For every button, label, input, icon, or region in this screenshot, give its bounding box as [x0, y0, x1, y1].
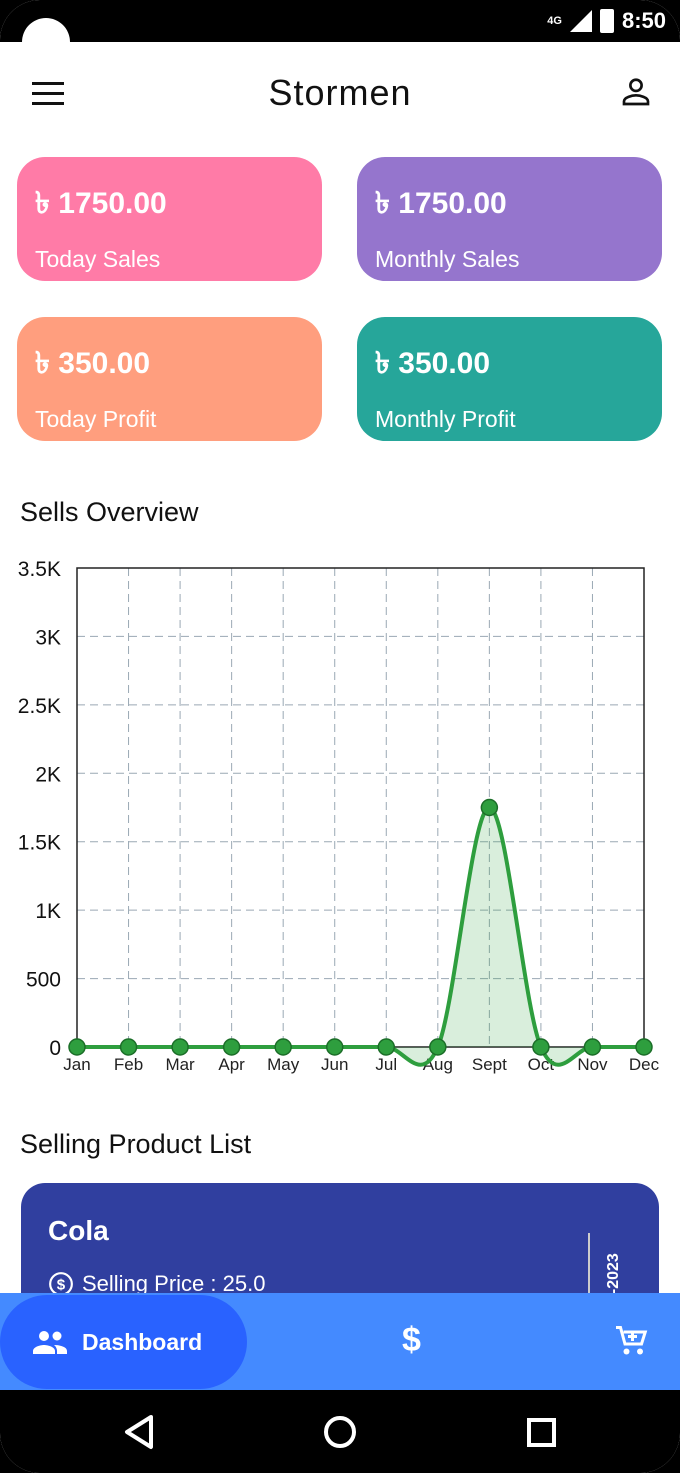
nav-dashboard-label: Dashboard [82, 1328, 203, 1355]
data-point [429, 1038, 447, 1056]
system-nav [0, 1390, 680, 1473]
back-button[interactable] [125, 1415, 153, 1449]
product-date: 9-2023 [605, 1253, 622, 1303]
x-tick-label: Jul [375, 1055, 397, 1074]
y-tick-label: 2.5K [18, 695, 61, 718]
card-label: Monthly Sales [375, 246, 520, 272]
sells-overview-heading: Sells Overview [20, 497, 199, 527]
nav-sales[interactable]: $ [402, 1321, 421, 1359]
x-tick-label: Jun [321, 1055, 348, 1074]
status-bar: 4G 8:50 [0, 0, 680, 66]
y-tick-label: 1.5K [18, 832, 61, 855]
plot-border [76, 567, 645, 1048]
data-point [68, 1038, 86, 1056]
app-title: Stormen [268, 72, 412, 113]
data-point [171, 1038, 189, 1056]
x-tick-label: Nov [577, 1055, 608, 1074]
card-label: Monthly Profit [375, 406, 516, 432]
monthly-profit-card[interactable]: ৳ 350.00 Monthly Profit [357, 317, 662, 441]
y-tick-label: 500 [26, 969, 61, 992]
card-value: ৳ 350.00 [35, 347, 151, 380]
data-point [274, 1038, 292, 1056]
card-value: ৳ 1750.00 [375, 187, 507, 220]
product-list-heading: Selling Product List [20, 1129, 252, 1159]
selling-price: Selling Price : 25.0 [82, 1271, 266, 1296]
today-profit-card[interactable]: ৳ 350.00 Today Profit [17, 317, 322, 441]
y-tick-label: 1K [35, 900, 61, 923]
y-tick-label: 0 [49, 1037, 61, 1060]
area-fill [77, 807, 644, 1065]
data-point [222, 1038, 241, 1056]
monthly-sales-card[interactable]: ৳ 1750.00 Monthly Sales [357, 157, 662, 281]
home-button[interactable] [324, 1416, 356, 1448]
today-sales-card[interactable]: ৳ 1750.00 Today Sales [17, 157, 322, 281]
x-tick-label: Feb [114, 1055, 143, 1074]
series-line [77, 805, 645, 1067]
network-type: 4G [547, 15, 562, 27]
card-label: Today Profit [35, 406, 157, 432]
x-tick-label: May [267, 1055, 300, 1074]
y-tick-label: 2K [35, 763, 61, 786]
nav-dashboard[interactable]: Dashboard [0, 1295, 247, 1389]
data-point [377, 1038, 396, 1056]
data-point [325, 1038, 344, 1056]
sales-chart: 0 500 1K 1.5K 2K 2.5K 3K 3.5K Jan Feb Mar Apr May Jun… [18, 558, 660, 1074]
card-value: ৳ 1750.00 [35, 187, 167, 220]
card-label: Today Sales [35, 246, 161, 272]
x-tick-label: Sept [472, 1055, 507, 1074]
app-bar: Stormen [0, 42, 680, 142]
y-tick-label: 3K [35, 626, 61, 649]
product-name: Cola [48, 1215, 109, 1246]
profile-icon[interactable] [620, 76, 652, 108]
signal-icon [569, 10, 592, 32]
data-point [480, 798, 499, 817]
camera-cutout [22, 18, 70, 66]
x-tick-label: Jan [63, 1055, 90, 1074]
people-icon [33, 1331, 67, 1354]
svg-text:$: $ [57, 1276, 66, 1293]
x-tick-label: Dec [629, 1055, 660, 1074]
clock: 8:50 [621, 8, 666, 33]
x-tick-label: Mar [165, 1055, 195, 1074]
x-tick-label: Apr [218, 1055, 245, 1074]
y-tick-label: 3.5K [18, 558, 61, 581]
data-point [635, 1038, 653, 1056]
battery-icon [599, 9, 614, 33]
menu-icon[interactable] [32, 82, 64, 112]
bottom-nav: Dashboard $ [0, 1293, 680, 1390]
card-value: ৳ 350.00 [375, 347, 491, 380]
recents-button[interactable] [527, 1418, 556, 1447]
data-point [532, 1038, 550, 1056]
data-point [583, 1038, 602, 1056]
data-point [119, 1038, 138, 1056]
cart-icon[interactable] [612, 1323, 650, 1359]
